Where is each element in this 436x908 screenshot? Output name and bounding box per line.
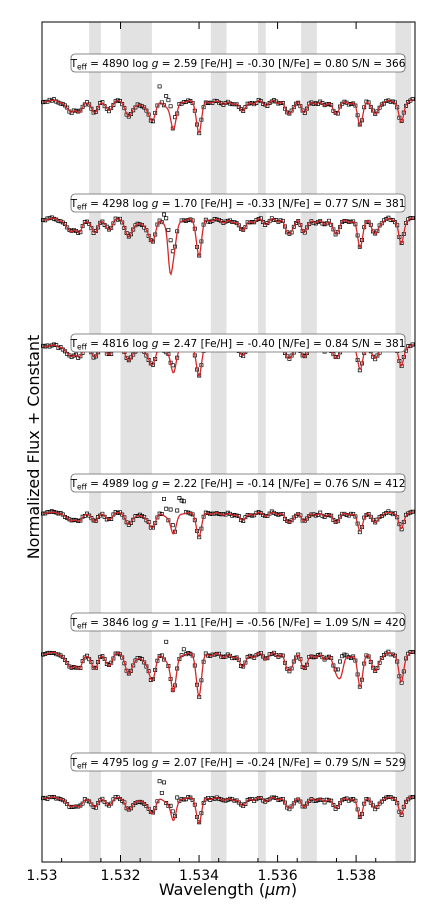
shaded-band (395, 22, 412, 862)
x-tick-label: 1.53 (26, 868, 57, 884)
shaded-band (89, 22, 101, 862)
panel-label: Teff = 4890 log g = 2.59 [Fe/H] = -0.30 … (70, 58, 406, 72)
model-spectrum (43, 99, 414, 135)
panel-label-box (70, 53, 406, 73)
x-tick-label: 1.532 (100, 868, 140, 884)
panel-label: Teff = 4298 log g = 1.70 [Fe/H] = -0.33 … (70, 198, 406, 212)
observed-spectrum (41, 84, 415, 136)
panel-label-box (70, 612, 406, 632)
model-spectrum (42, 511, 414, 538)
panel-label: Teff = 4816 log g = 2.47 [Fe/H] = -0.40 … (70, 338, 406, 352)
plot-frame (41, 21, 416, 863)
spectra-group: Teff = 4890 log g = 2.59 [Fe/H] = -0.30 … (41, 53, 415, 825)
x-tick-label: 1.534 (179, 868, 219, 884)
model-spectrum (43, 217, 414, 276)
shaded-band (210, 22, 227, 862)
x-axis-title: Wavelength (μm) (159, 880, 297, 899)
model-spectrum (42, 651, 414, 699)
panel-label: Teff = 3846 log g = 1.11 [Fe/H] = -0.56 … (70, 617, 406, 631)
shaded-band (257, 22, 266, 862)
panel-label: Teff = 4989 log g = 2.22 [Fe/H] = -0.14 … (70, 478, 406, 492)
x-tick-label: 1.538 (336, 868, 376, 884)
x-tick-label: 1.536 (258, 868, 298, 884)
y-axis-title: Normalized Flux + Constant (24, 335, 43, 560)
shaded-band (120, 22, 152, 862)
panel-label-box (70, 333, 406, 353)
panel-label-box (70, 473, 406, 493)
x-axis-ticks: 1.53 1.532 1.534 1.536 1.538 (26, 22, 416, 884)
panel-label-box (70, 193, 406, 213)
shaded-band (301, 22, 317, 862)
shaded-bands (89, 22, 412, 862)
model-spectrum (43, 796, 414, 825)
panel-label: Teff = 4795 log g = 2.07 [Fe/H] = -0.24 … (70, 757, 406, 771)
panel-label-box (70, 752, 406, 772)
